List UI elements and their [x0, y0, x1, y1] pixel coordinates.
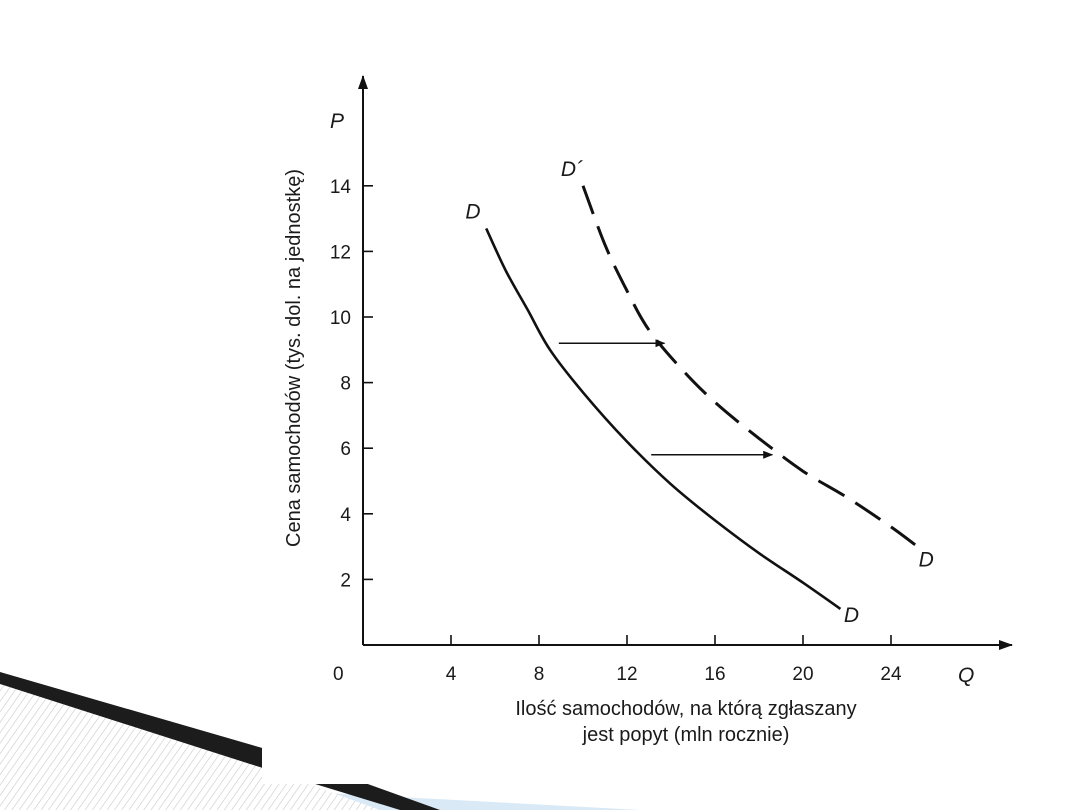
demand-curve-shifted — [581, 185, 923, 552]
x-tick-label: 20 — [792, 664, 813, 685]
y-tick-label: 10 — [330, 308, 351, 329]
annotations — [558, 339, 774, 459]
x-tick-label: 24 — [880, 664, 902, 685]
origin-label: 0 — [333, 664, 344, 685]
demand-curve-original — [485, 227, 842, 610]
x-tick-label: 16 — [704, 664, 725, 685]
y-tick-label: 4 — [340, 505, 351, 526]
y-tick-label: 6 — [340, 439, 351, 460]
curve-label: D — [919, 548, 934, 571]
axes — [358, 75, 1013, 650]
x-tick-label: 8 — [534, 664, 545, 685]
y-axis-title: Cena samochodów (tys. dol. na jednostkę) — [283, 169, 305, 547]
x-axis-title-line2: jest popyt (mln rocznie) — [582, 724, 790, 746]
curve-label: D´ — [561, 158, 583, 181]
figure-panel — [262, 0, 1022, 784]
x-axis-title-line1: Ilość samochodów, na którą zgłaszany — [515, 698, 856, 720]
curve-label: D — [465, 201, 480, 224]
curve-labels: D D D´ D — [465, 158, 933, 627]
series — [485, 185, 923, 610]
x-axis-symbol: Q — [958, 664, 974, 687]
curve-label: D — [844, 604, 859, 627]
x-tick-label: 12 — [616, 664, 637, 685]
y-tick-label: 14 — [330, 177, 352, 198]
y-tick-label: 2 — [340, 570, 351, 591]
x-tick-label: 4 — [446, 664, 457, 685]
y-axis-symbol: P — [330, 110, 344, 133]
y-tick-label: 12 — [330, 242, 351, 263]
y-tick-label: 8 — [340, 374, 351, 395]
